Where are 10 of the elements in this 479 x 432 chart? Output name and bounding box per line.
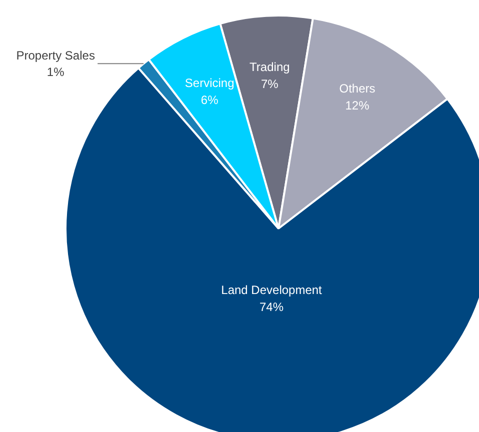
data-label: 74% — [260, 300, 284, 314]
slice-label: Servicing — [184, 76, 234, 90]
slice-label: Trading — [250, 60, 290, 74]
slice-label: Land Development — [221, 283, 323, 298]
slice-label: Others — [339, 82, 376, 96]
data-label: 12% — [345, 98, 370, 112]
data-label: 6% — [200, 92, 219, 107]
slice-label: Property Sales — [16, 48, 95, 62]
data-label: 7% — [261, 76, 279, 91]
data-label: 1% — [46, 65, 65, 80]
